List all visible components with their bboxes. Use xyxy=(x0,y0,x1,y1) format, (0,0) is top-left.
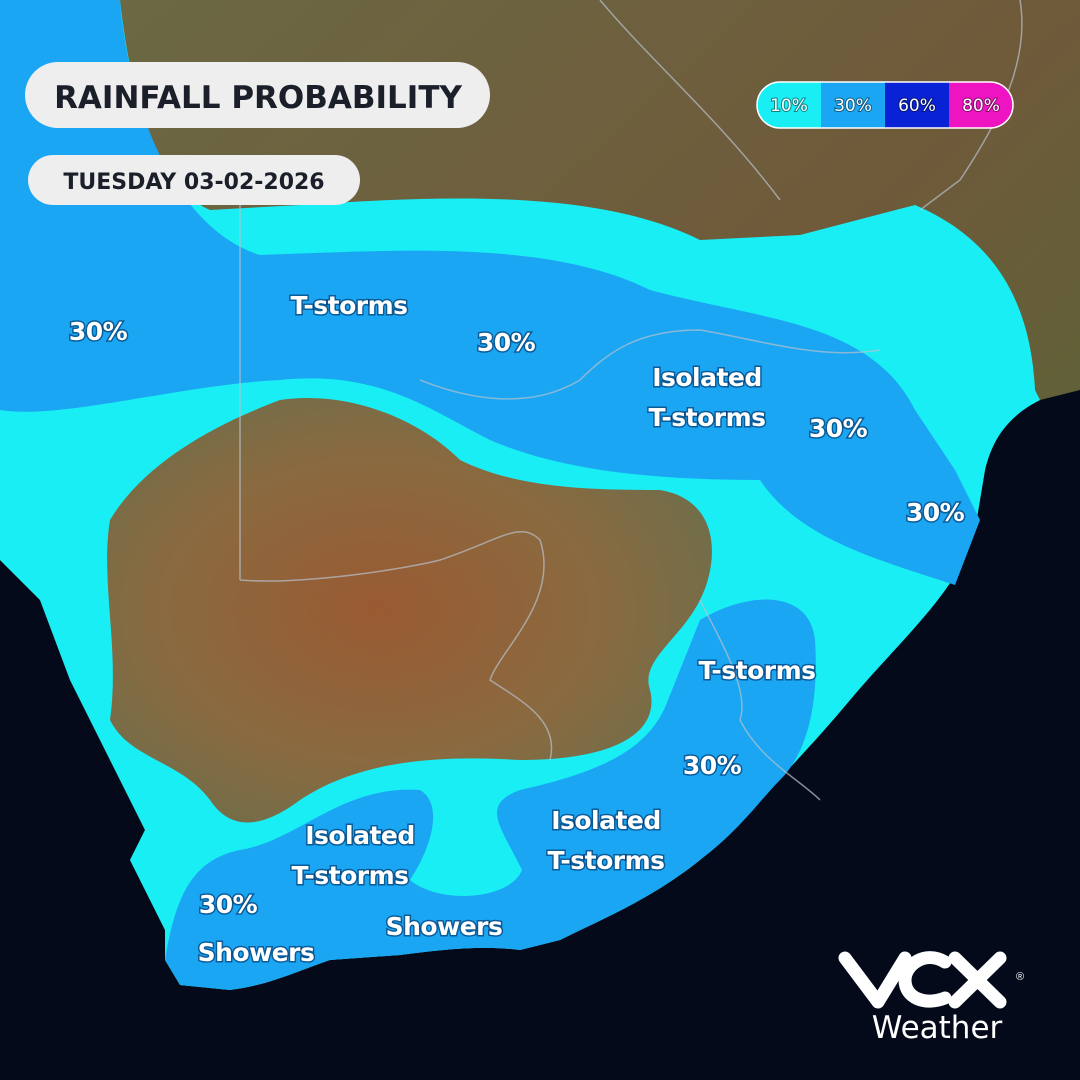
map-title: RAINFALL PROBABILITY xyxy=(54,80,462,116)
map-label: 30% xyxy=(477,328,536,357)
date-pill xyxy=(28,155,360,205)
border-line xyxy=(239,531,553,761)
border-line xyxy=(699,599,821,801)
map-label: T-storms xyxy=(648,403,765,432)
rain-zone-30-north xyxy=(0,0,980,585)
border-line xyxy=(419,329,881,400)
logo-registered: ® xyxy=(1016,971,1024,983)
legend-swatch xyxy=(885,82,949,128)
map-label: Isolated xyxy=(652,363,762,392)
map-label: Isolated xyxy=(305,821,415,850)
legend-swatch xyxy=(821,82,885,128)
logo-o xyxy=(898,951,952,1008)
map-label: T-storms xyxy=(698,656,815,685)
map-label: T-storms xyxy=(291,861,408,890)
logo xyxy=(838,951,1007,1009)
legend-label: 80% xyxy=(962,96,1000,116)
map-label: Showers xyxy=(386,912,503,941)
borders xyxy=(239,0,1023,801)
dry-core-land xyxy=(107,398,712,823)
title-pill xyxy=(25,62,490,128)
map-label: Showers xyxy=(198,938,315,967)
legend-swatches xyxy=(757,82,1013,128)
map-label: Isolated xyxy=(551,806,661,835)
map-label: 30% xyxy=(809,414,868,443)
map-label: 30% xyxy=(199,890,258,919)
legend-label: 60% xyxy=(898,96,936,116)
legend-swatch xyxy=(949,82,1013,128)
legend-label: 10% xyxy=(770,96,808,116)
legend-border xyxy=(756,81,1014,129)
map-label: 30% xyxy=(683,751,742,780)
logo-x xyxy=(948,951,1007,1009)
map-label: 30% xyxy=(69,317,128,346)
map-date: TUESDAY 03-02-2026 xyxy=(63,170,324,195)
map-label: T-storms xyxy=(290,291,407,320)
logo-subtitle: Weather xyxy=(872,1010,1003,1046)
legend: 10% 30% 60% 80% xyxy=(756,81,1014,129)
map-labels: 30% T-storms 30% Isolated T-storms 30% 30% T-st… xyxy=(67,290,966,969)
legend-swatch xyxy=(757,82,821,128)
legend-label: 30% xyxy=(834,96,872,116)
logo-v xyxy=(838,951,912,1009)
map-label: T-storms xyxy=(547,846,664,875)
rain-zone-30-south xyxy=(165,599,816,990)
map-label: 30% xyxy=(906,498,965,527)
